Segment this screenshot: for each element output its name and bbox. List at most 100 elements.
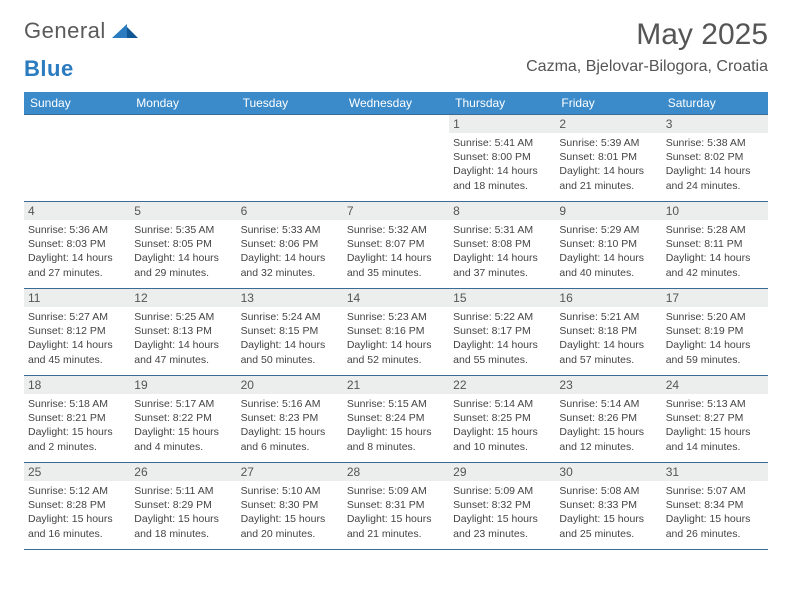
day-number: 8 xyxy=(449,202,555,220)
calendar-cell-blank xyxy=(343,115,449,201)
calendar-cell: 15Sunrise: 5:22 AMSunset: 8:17 PMDayligh… xyxy=(449,289,555,375)
calendar-cell: 11Sunrise: 5:27 AMSunset: 8:12 PMDayligh… xyxy=(24,289,130,375)
calendar-week: 4Sunrise: 5:36 AMSunset: 8:03 PMDaylight… xyxy=(24,201,768,288)
daylight-line: Daylight: 14 hours and 32 minutes. xyxy=(241,251,339,279)
calendar-cell: 4 Sunrise: 5:36 AMSunset: 8:03 PMDaylight… xyxy=(24,202,130,288)
sunset-line: Sunset: 8:12 PM xyxy=(28,324,126,338)
calendar-cell: 30Sunrise: 5:08 AMSunset: 8:33 PMDayligh… xyxy=(555,463,661,549)
daylight-line: Daylight: 15 hours and 21 minutes. xyxy=(347,512,445,540)
calendar-cell: 14Sunrise: 5:23 AMSunset: 8:16 PMDayligh… xyxy=(343,289,449,375)
month-title: May 2025 xyxy=(526,18,768,52)
sunrise-line: Sunrise: 5:41 AM xyxy=(453,136,551,150)
day-number: 15 xyxy=(449,289,555,307)
sunrise-line: Sunrise: 5:24 AM xyxy=(241,310,339,324)
weekday-header: SundayMondayTuesdayWednesdayThursdayFrid… xyxy=(24,92,768,114)
sunset-line: Sunset: 8:07 PM xyxy=(347,237,445,251)
calendar-cell: 17Sunrise: 5:20 AMSunset: 8:19 PMDayligh… xyxy=(662,289,768,375)
calendar-cell: 19 Sunrise: 5:17 AMSunset: 8:22 PMDayligh… xyxy=(130,376,236,462)
sunset-line: Sunset: 8:08 PM xyxy=(453,237,551,251)
sunset-line: Sunset: 8:27 PM xyxy=(666,411,764,425)
daylight-line: Daylight: 14 hours and 52 minutes. xyxy=(347,338,445,366)
sunset-line: Sunset: 8:30 PM xyxy=(241,498,339,512)
sunrise-line: Sunrise: 5:15 AM xyxy=(347,397,445,411)
location-text: Cazma, Bjelovar-Bilogora, Croatia xyxy=(526,58,768,76)
calendar-cell: 22Sunrise: 5:14 AMSunset: 8:25 PMDayligh… xyxy=(449,376,555,462)
daylight-line: Daylight: 15 hours and 25 minutes. xyxy=(559,512,657,540)
sunset-line: Sunset: 8:02 PM xyxy=(666,150,764,164)
sunrise-line: Sunrise: 5:14 AM xyxy=(559,397,657,411)
sunrise-line: Sunrise: 5:27 AM xyxy=(28,310,126,324)
calendar-week: 18Sunrise: 5:18 AMSunset: 8:21 PMDayligh… xyxy=(24,375,768,462)
sunset-line: Sunset: 8:31 PM xyxy=(347,498,445,512)
calendar-cell: 7Sunrise: 5:32 AMSunset: 8:07 PMDaylight… xyxy=(343,202,449,288)
calendar-cell: 20Sunrise: 5:16 AMSunset: 8:23 PMDayligh… xyxy=(237,376,343,462)
sunset-line: Sunset: 8:11 PM xyxy=(666,237,764,251)
sunset-line: Sunset: 8:15 PM xyxy=(241,324,339,338)
day-number: 4 xyxy=(24,202,130,220)
weekday-label: Wednesday xyxy=(343,92,449,114)
daylight-line: Daylight: 14 hours and 24 minutes. xyxy=(666,164,764,192)
weekday-label: Tuesday xyxy=(237,92,343,114)
day-number: 5 xyxy=(130,202,236,220)
sunrise-line: Sunrise: 5:14 AM xyxy=(453,397,551,411)
logo-mark-icon xyxy=(112,20,138,43)
calendar-cell: 5Sunrise: 5:35 AMSunset: 8:05 PMDaylight… xyxy=(130,202,236,288)
day-number: 30 xyxy=(555,463,661,481)
sunrise-line: Sunrise: 5:12 AM xyxy=(28,484,126,498)
daylight-line: Daylight: 14 hours and 18 minutes. xyxy=(453,164,551,192)
sunrise-line: Sunrise: 5:17 AM xyxy=(134,397,232,411)
calendar-cell: 12Sunrise: 5:25 AMSunset: 8:13 PMDayligh… xyxy=(130,289,236,375)
sunset-line: Sunset: 8:01 PM xyxy=(559,150,657,164)
calendar-cell-blank xyxy=(24,115,130,201)
sunset-line: Sunset: 8:22 PM xyxy=(134,411,232,425)
sunrise-line: Sunrise: 5:29 AM xyxy=(559,223,657,237)
weekday-label: Friday xyxy=(555,92,661,114)
sunset-line: Sunset: 8:03 PM xyxy=(28,237,126,251)
sunrise-line: Sunrise: 5:28 AM xyxy=(666,223,764,237)
daylight-line: Daylight: 15 hours and 2 minutes. xyxy=(28,425,126,453)
daylight-line: Daylight: 14 hours and 47 minutes. xyxy=(134,338,232,366)
day-number: 28 xyxy=(343,463,449,481)
sunset-line: Sunset: 8:21 PM xyxy=(28,411,126,425)
sunrise-line: Sunrise: 5:13 AM xyxy=(666,397,764,411)
logo-word-1: General xyxy=(24,18,106,44)
calendar-cell: 16Sunrise: 5:21 AMSunset: 8:18 PMDayligh… xyxy=(555,289,661,375)
day-number: 17 xyxy=(662,289,768,307)
daylight-line: Daylight: 15 hours and 14 minutes. xyxy=(666,425,764,453)
sunrise-line: Sunrise: 5:33 AM xyxy=(241,223,339,237)
calendar-cell: 10Sunrise: 5:28 AMSunset: 8:11 PMDayligh… xyxy=(662,202,768,288)
sunrise-line: Sunrise: 5:16 AM xyxy=(241,397,339,411)
logo-word-2: Blue xyxy=(24,56,74,82)
day-number: 19 xyxy=(130,376,236,394)
sunrise-line: Sunrise: 5:09 AM xyxy=(453,484,551,498)
sunset-line: Sunset: 8:00 PM xyxy=(453,150,551,164)
sunset-line: Sunset: 8:26 PM xyxy=(559,411,657,425)
sunrise-line: Sunrise: 5:25 AM xyxy=(134,310,232,324)
sunrise-line: Sunrise: 5:36 AM xyxy=(28,223,126,237)
daylight-line: Daylight: 15 hours and 20 minutes. xyxy=(241,512,339,540)
daylight-line: Daylight: 15 hours and 12 minutes. xyxy=(559,425,657,453)
calendar-cell: 2Sunrise: 5:39 AMSunset: 8:01 PMDaylight… xyxy=(555,115,661,201)
weekday-label: Sunday xyxy=(24,92,130,114)
sunrise-line: Sunrise: 5:11 AM xyxy=(134,484,232,498)
weekday-label: Saturday xyxy=(662,92,768,114)
calendar-cell: 8Sunrise: 5:31 AMSunset: 8:08 PMDaylight… xyxy=(449,202,555,288)
sunset-line: Sunset: 8:06 PM xyxy=(241,237,339,251)
calendar-body: 1Sunrise: 5:41 AMSunset: 8:00 PMDaylight… xyxy=(24,114,768,550)
day-number: 24 xyxy=(662,376,768,394)
day-number: 29 xyxy=(449,463,555,481)
daylight-line: Daylight: 14 hours and 55 minutes. xyxy=(453,338,551,366)
sunrise-line: Sunrise: 5:39 AM xyxy=(559,136,657,150)
daylight-line: Daylight: 15 hours and 18 minutes. xyxy=(134,512,232,540)
daylight-line: Daylight: 15 hours and 4 minutes. xyxy=(134,425,232,453)
sunrise-line: Sunrise: 5:18 AM xyxy=(28,397,126,411)
day-number: 20 xyxy=(237,376,343,394)
sunset-line: Sunset: 8:34 PM xyxy=(666,498,764,512)
daylight-line: Daylight: 14 hours and 27 minutes. xyxy=(28,251,126,279)
sunset-line: Sunset: 8:28 PM xyxy=(28,498,126,512)
calendar-cell: 9Sunrise: 5:29 AMSunset: 8:10 PMDaylight… xyxy=(555,202,661,288)
sunrise-line: Sunrise: 5:21 AM xyxy=(559,310,657,324)
sunrise-line: Sunrise: 5:23 AM xyxy=(347,310,445,324)
sunrise-line: Sunrise: 5:10 AM xyxy=(241,484,339,498)
calendar-cell: 21Sunrise: 5:15 AMSunset: 8:24 PMDayligh… xyxy=(343,376,449,462)
